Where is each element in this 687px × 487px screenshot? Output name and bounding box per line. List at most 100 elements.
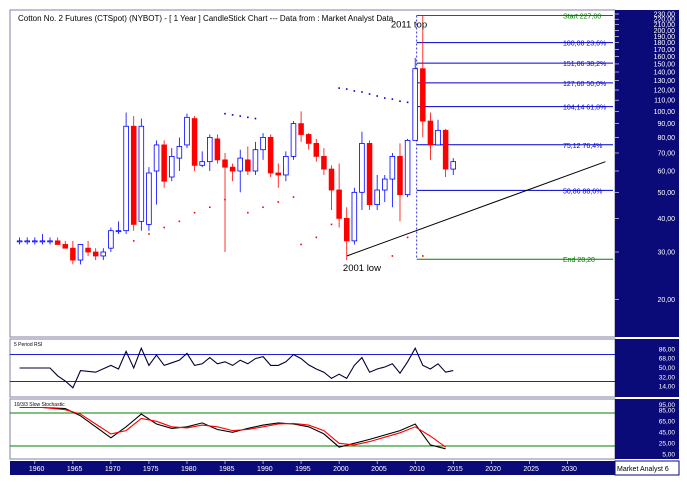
stoch-series-line: [19, 406, 446, 448]
price-tick-label: 60,00: [657, 169, 675, 176]
trailing-stop-dot: [368, 93, 371, 95]
price-tick-label: 170,00: [654, 47, 676, 54]
price-tick-label: 190,00: [654, 34, 676, 41]
trailing-stop-dot: [224, 112, 226, 115]
price-tick-label: 200,00: [654, 28, 676, 35]
candle-body: [442, 129, 449, 170]
candle-body: [427, 120, 434, 146]
candle-body: [435, 129, 441, 146]
trailing-stop-dot: [300, 243, 302, 246]
trailing-stop-dot: [399, 100, 401, 103]
trailing-stop-dot: [422, 255, 424, 257]
x-tick-label: 2005: [371, 466, 387, 473]
candle-body: [389, 155, 396, 180]
candle-body: [420, 68, 426, 122]
candle-body: [32, 240, 38, 243]
candle-body: [298, 123, 304, 135]
stoch-tick-label: 65,00: [659, 418, 676, 425]
trailing-stop-dot: [231, 114, 234, 116]
fib-level-label: 151,06 38,2%: [563, 61, 606, 68]
candle-body: [100, 251, 107, 257]
price-plot: Start 227,00 180,08 23,6% 151,06 38,2% 127,…: [16, 14, 613, 274]
stoch-tick-label: 25,00: [659, 440, 676, 447]
stoch-title: 10/3/3 Slow Stochastic: [14, 402, 65, 408]
candle-body: [138, 125, 145, 222]
price-tick-label: 70,00: [657, 151, 675, 158]
candle-body: [92, 251, 99, 257]
support-trendline: [346, 161, 606, 257]
trailing-stop-dot: [148, 233, 150, 235]
candle-body: [283, 155, 289, 176]
candle-body: [404, 139, 411, 196]
candle-body: [115, 230, 122, 233]
trailing-stop-dot: [406, 236, 409, 239]
rsi-tick-label: 86,00: [659, 346, 676, 353]
rsi-title: 5 Period RSI: [14, 342, 42, 348]
fib-level-label: 50,86 88,6%: [563, 188, 602, 195]
x-tick-label: 2025: [523, 466, 539, 473]
price-tick-label: 40,00: [657, 216, 675, 223]
candle-body: [397, 155, 403, 196]
candle-body: [85, 247, 91, 253]
candle-body: [412, 68, 418, 141]
candle-body: [214, 138, 221, 161]
candle-body: [313, 142, 320, 157]
trailing-stop-dot: [361, 91, 363, 93]
x-tick-label: 2010: [409, 466, 425, 473]
candle-body: [275, 172, 282, 176]
candle-body: [252, 149, 259, 172]
trailing-stop-dot: [383, 97, 386, 99]
candle-body: [39, 240, 46, 243]
trailing-stop-dot: [254, 117, 257, 120]
trailing-stop-dot: [247, 211, 249, 214]
candle-body: [374, 189, 380, 206]
trailing-stop-dot: [391, 255, 394, 257]
time-axis: 1960 1965 1970 1975 1980 1985 1990 1995 2000 2005…: [29, 461, 577, 473]
fib-level-label: Start 227,00: [563, 14, 601, 21]
price-panel: [9, 9, 616, 338]
x-tick-label: 2000: [333, 466, 349, 473]
rsi-panel: [9, 338, 616, 398]
x-tick-label: 2030: [561, 466, 577, 473]
candle-body: [267, 136, 274, 174]
candle-body: [62, 244, 69, 249]
candle-body: [359, 142, 365, 193]
fib-level-label: 104,14 61,8%: [563, 105, 606, 112]
trailing-stop-dot: [315, 236, 318, 239]
rsi-series-line: [19, 346, 454, 389]
candle-body: [450, 161, 456, 170]
trailing-stop-dot: [178, 220, 181, 223]
price-tick-label: 210,00: [654, 22, 676, 29]
candle-body: [176, 146, 183, 159]
candle-body: [153, 144, 160, 172]
x-tick-label: 1965: [67, 466, 83, 473]
candle-body: [130, 125, 137, 225]
trailing-stop-dot: [338, 87, 340, 89]
candle-body: [108, 230, 114, 249]
candle-body: [16, 240, 23, 243]
x-tick-label: 2015: [447, 466, 463, 473]
price-tick-label: 160,00: [654, 54, 676, 61]
candle-body: [191, 118, 198, 166]
price-tick-label: 120,00: [654, 88, 676, 95]
price-tick-label: 30,00: [657, 250, 675, 257]
candle-body: [382, 178, 388, 191]
candle-body: [229, 166, 236, 172]
fib-level-label: 75,12 76,4%: [563, 143, 602, 150]
candle-body: [146, 172, 152, 225]
candle-body: [366, 142, 373, 206]
fib-level-label: 180,08 23,6%: [563, 41, 606, 48]
rsi-axis-panel: [615, 339, 679, 397]
candle-body: [24, 240, 30, 243]
rsi-tick-label: 32,00: [659, 374, 676, 381]
price-tick-label: 180,00: [654, 40, 676, 47]
stoch-panel: [9, 398, 616, 460]
candle-body: [328, 168, 335, 191]
x-tick-label: 2020: [485, 466, 501, 473]
candle-body: [321, 155, 327, 170]
chart-annotation: 2011 top: [391, 19, 427, 30]
rsi-plot: [10, 346, 615, 389]
candle-body: [184, 116, 190, 146]
chart-annotation: 2001 low: [343, 263, 381, 274]
